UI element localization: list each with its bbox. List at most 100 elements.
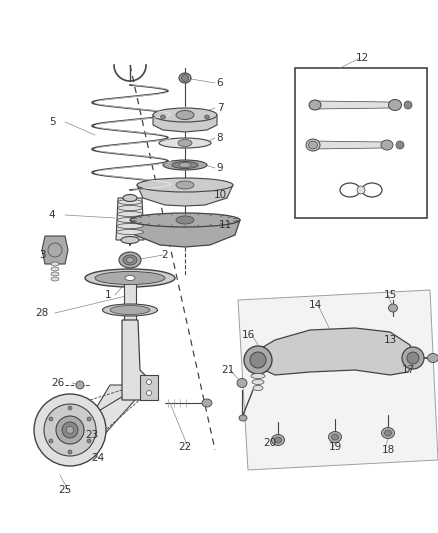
Ellipse shape xyxy=(95,271,165,285)
Ellipse shape xyxy=(146,391,152,395)
Ellipse shape xyxy=(389,304,398,312)
Polygon shape xyxy=(315,101,390,109)
Ellipse shape xyxy=(34,394,106,466)
Ellipse shape xyxy=(176,110,194,119)
Ellipse shape xyxy=(102,304,158,316)
Ellipse shape xyxy=(51,272,59,276)
Polygon shape xyxy=(42,236,68,264)
Text: 23: 23 xyxy=(85,430,99,440)
Ellipse shape xyxy=(308,141,318,149)
Bar xyxy=(295,68,427,218)
Ellipse shape xyxy=(251,374,265,378)
Ellipse shape xyxy=(381,140,393,150)
Text: 13: 13 xyxy=(383,335,397,345)
Ellipse shape xyxy=(253,385,263,391)
Text: 20: 20 xyxy=(263,438,276,448)
Ellipse shape xyxy=(62,422,78,438)
Ellipse shape xyxy=(239,415,247,421)
Text: 25: 25 xyxy=(58,485,72,495)
Ellipse shape xyxy=(176,181,194,189)
Polygon shape xyxy=(116,198,144,240)
Ellipse shape xyxy=(49,439,53,443)
Ellipse shape xyxy=(87,417,91,421)
Text: 15: 15 xyxy=(383,290,397,300)
Text: 21: 21 xyxy=(221,365,235,375)
Polygon shape xyxy=(137,185,233,206)
Ellipse shape xyxy=(172,161,198,168)
Polygon shape xyxy=(153,115,217,132)
Polygon shape xyxy=(258,328,415,375)
Ellipse shape xyxy=(123,195,137,201)
Ellipse shape xyxy=(176,216,194,224)
Text: 18: 18 xyxy=(381,445,395,455)
Text: 5: 5 xyxy=(49,117,55,127)
Ellipse shape xyxy=(328,432,342,442)
Ellipse shape xyxy=(332,434,339,440)
Ellipse shape xyxy=(51,262,59,266)
Text: 28: 28 xyxy=(35,308,49,318)
Ellipse shape xyxy=(357,186,365,194)
Ellipse shape xyxy=(67,426,74,433)
Ellipse shape xyxy=(130,213,240,227)
Ellipse shape xyxy=(153,108,217,122)
Ellipse shape xyxy=(389,100,402,110)
Ellipse shape xyxy=(56,416,84,444)
Ellipse shape xyxy=(272,434,285,446)
Ellipse shape xyxy=(44,404,96,456)
Text: 2: 2 xyxy=(162,250,168,260)
Ellipse shape xyxy=(51,267,59,271)
Polygon shape xyxy=(124,280,136,320)
Ellipse shape xyxy=(118,199,142,205)
Ellipse shape xyxy=(237,378,247,387)
Ellipse shape xyxy=(87,439,91,443)
Text: 11: 11 xyxy=(219,220,232,230)
Ellipse shape xyxy=(125,276,135,280)
Ellipse shape xyxy=(163,160,207,170)
Ellipse shape xyxy=(68,406,72,410)
Text: 17: 17 xyxy=(401,365,415,375)
Ellipse shape xyxy=(275,437,282,443)
Ellipse shape xyxy=(309,100,321,110)
Ellipse shape xyxy=(85,269,175,287)
Ellipse shape xyxy=(202,399,212,407)
Ellipse shape xyxy=(385,430,392,436)
Polygon shape xyxy=(313,141,383,149)
Text: 6: 6 xyxy=(217,78,223,88)
Text: 8: 8 xyxy=(217,133,223,143)
Ellipse shape xyxy=(117,223,143,229)
Text: 22: 22 xyxy=(178,442,192,452)
Ellipse shape xyxy=(117,217,143,222)
Ellipse shape xyxy=(119,252,141,268)
Ellipse shape xyxy=(49,417,53,421)
Polygon shape xyxy=(130,220,240,247)
Ellipse shape xyxy=(121,237,139,244)
Ellipse shape xyxy=(51,277,59,281)
Ellipse shape xyxy=(159,138,211,148)
Polygon shape xyxy=(92,385,127,415)
Text: 14: 14 xyxy=(308,300,321,310)
Text: 7: 7 xyxy=(217,103,223,113)
Ellipse shape xyxy=(76,381,84,389)
Ellipse shape xyxy=(252,379,264,384)
Text: 4: 4 xyxy=(49,210,55,220)
Ellipse shape xyxy=(404,101,412,109)
Text: 16: 16 xyxy=(241,330,254,340)
Text: 9: 9 xyxy=(217,163,223,173)
Text: 10: 10 xyxy=(213,190,226,200)
Ellipse shape xyxy=(181,75,188,82)
Ellipse shape xyxy=(427,353,438,362)
Polygon shape xyxy=(92,390,140,452)
Ellipse shape xyxy=(118,206,142,211)
Ellipse shape xyxy=(179,163,191,167)
Ellipse shape xyxy=(146,379,152,384)
Polygon shape xyxy=(238,290,438,470)
Ellipse shape xyxy=(117,212,143,216)
Ellipse shape xyxy=(205,115,209,119)
Text: 26: 26 xyxy=(51,378,65,388)
Ellipse shape xyxy=(402,347,424,369)
Text: 1: 1 xyxy=(105,290,111,300)
Text: 3: 3 xyxy=(39,250,45,260)
Ellipse shape xyxy=(160,115,166,119)
Ellipse shape xyxy=(381,427,395,439)
Ellipse shape xyxy=(306,139,320,151)
